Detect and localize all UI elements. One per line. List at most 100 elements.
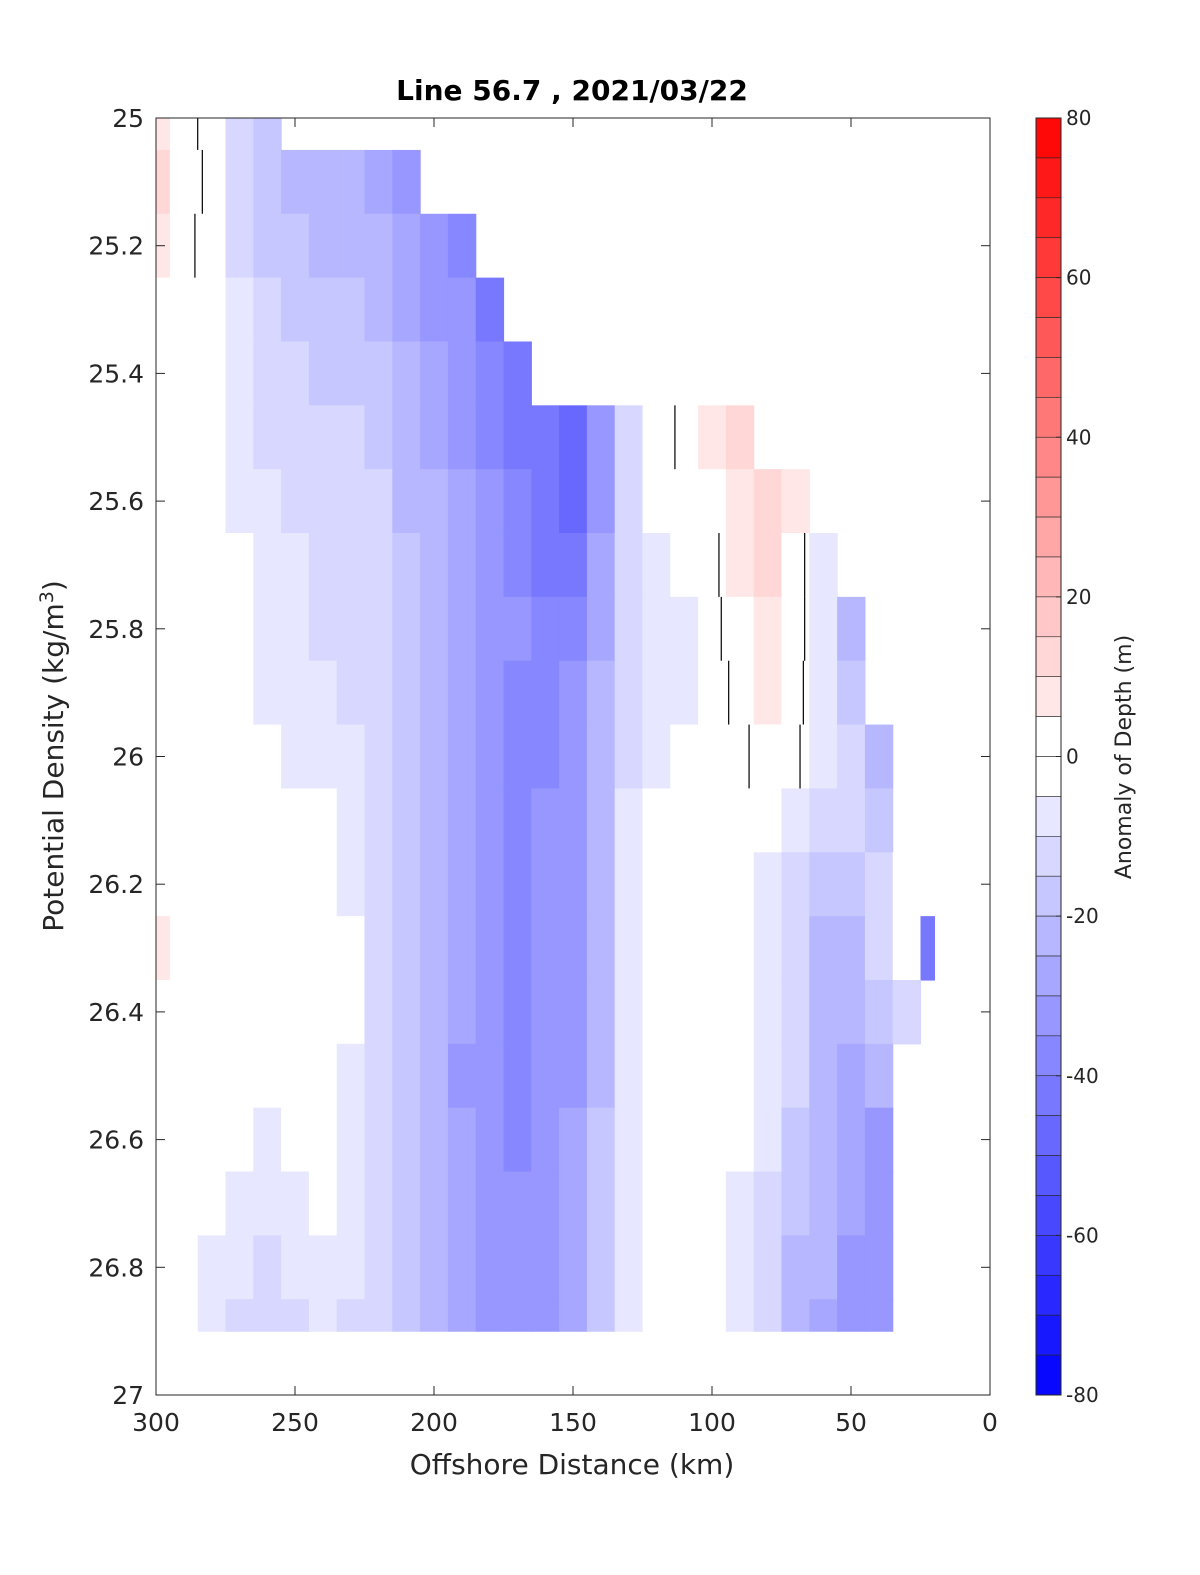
heatmap-cell [698, 469, 727, 534]
heatmap-cell [753, 1107, 783, 1173]
heatmap-cell [447, 277, 477, 343]
heatmap-cell [225, 1235, 254, 1300]
heatmap-cell [725, 469, 755, 534]
heatmap-cell [336, 1235, 366, 1300]
heatmap-cell [586, 1171, 616, 1236]
heatmap-cell [475, 1043, 505, 1109]
heatmap-cell [253, 1043, 282, 1109]
heatmap-cell [725, 1171, 755, 1236]
heatmap-cell [670, 660, 699, 726]
heatmap-cell [531, 788, 560, 853]
heatmap-cell [753, 916, 783, 981]
heatmap-cell [753, 1171, 783, 1236]
heatmap-cell [503, 1107, 532, 1173]
heatmap-cell [559, 469, 588, 534]
heatmap-cell [156, 788, 171, 853]
colorbar-segment [1035, 796, 1062, 837]
heatmap-cell [336, 852, 366, 917]
heatmap-cell [225, 533, 254, 598]
heatmap-cell [308, 341, 338, 406]
heatmap-cell [447, 788, 477, 853]
heatmap-cell [420, 405, 449, 470]
heatmap-cell [698, 916, 727, 981]
heatmap-cell [253, 213, 282, 279]
heatmap-cell [420, 277, 449, 343]
colorbar-segment [1035, 636, 1062, 677]
colorbar-tick-label: 20 [1066, 585, 1091, 609]
heatmap-cell [837, 1043, 866, 1109]
heatmap-cell [392, 788, 421, 853]
colorbar-segment [1035, 596, 1062, 638]
heatmap-cell [503, 533, 532, 598]
heatmap-cell [281, 277, 310, 343]
heatmap-cell [336, 149, 366, 215]
heatmap-cell [281, 149, 310, 215]
colorbar-segment [1035, 1274, 1062, 1316]
heatmap-cell [531, 1107, 560, 1173]
heatmap-cell [308, 533, 338, 598]
y-axis-title-close: ) [37, 580, 70, 591]
heatmap-cell [336, 1171, 366, 1236]
heatmap-cell [809, 1299, 838, 1332]
heatmap-cell [253, 852, 282, 917]
colorbar-segment [1035, 197, 1062, 239]
colorbar-segment [1035, 875, 1062, 917]
heatmap-cell [336, 916, 366, 981]
heatmap-cell [197, 469, 227, 534]
heatmap-cell [308, 149, 338, 215]
heatmap-cell [169, 341, 199, 406]
heatmap-cell [642, 1235, 671, 1300]
heatmap-cell [559, 596, 588, 662]
heatmap-cell [392, 277, 421, 343]
heatmap-cell [281, 405, 310, 470]
heatmap-cell [253, 596, 282, 662]
heatmap-cell [531, 916, 560, 981]
heatmap-cell [475, 1235, 505, 1300]
heatmap-cell [753, 979, 783, 1045]
heatmap-cell [670, 1235, 699, 1300]
heatmap-cell [586, 788, 616, 853]
heatmap-cell [225, 788, 254, 853]
colorbar-segment [1035, 1235, 1062, 1276]
heatmap-cell [308, 213, 338, 279]
heatmap-cell [197, 118, 227, 151]
heatmap-cell [447, 1043, 477, 1109]
x-tick-label: 150 [549, 1408, 597, 1437]
heatmap-cell [698, 724, 727, 790]
heatmap-cell [781, 1107, 810, 1173]
heatmap-cell [169, 533, 199, 598]
heatmap-cell [156, 533, 171, 598]
heatmap-cell [475, 916, 505, 981]
heatmap-cell [475, 788, 505, 853]
heatmap-cell [725, 660, 755, 726]
heatmap-cell [837, 852, 866, 917]
heatmap-cell [781, 1171, 810, 1236]
heatmap-cell [670, 1043, 699, 1109]
heatmap-cell [559, 1235, 588, 1300]
heatmap-cell [225, 596, 254, 662]
heatmap-cell [392, 1043, 421, 1109]
heatmap-cell [559, 1043, 588, 1109]
heatmap-cell [753, 660, 783, 726]
heatmap-cell [837, 979, 866, 1045]
heatmap-cell [336, 1043, 366, 1109]
heatmap-cell [559, 979, 588, 1045]
x-tick-label: 250 [271, 1408, 319, 1437]
heatmap-cell [781, 660, 810, 726]
heatmap-cell [614, 1043, 644, 1109]
colorbar-tick-label: 40 [1066, 425, 1091, 449]
heatmap-cell [475, 660, 505, 726]
colorbar-segment [1035, 516, 1062, 558]
y-tick-label: 27 [112, 1381, 144, 1410]
heatmap-cell [670, 1299, 699, 1332]
heatmap-cell [281, 788, 310, 853]
heatmap-cell [392, 213, 421, 279]
heatmap-cell [281, 469, 310, 534]
heatmap-cell [281, 1299, 310, 1332]
heatmap-cell [725, 405, 755, 470]
heatmap-cell [809, 660, 838, 726]
heatmap-cell [447, 341, 477, 406]
heatmap-cell [781, 1235, 810, 1300]
chart-title: Line 56.7 , 2021/03/22 [396, 74, 748, 107]
heatmap-cell [475, 852, 505, 917]
